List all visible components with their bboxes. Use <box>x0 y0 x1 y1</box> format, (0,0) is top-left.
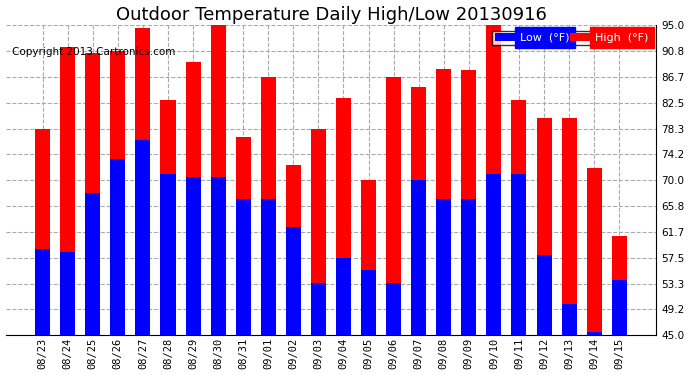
Bar <box>537 255 551 375</box>
Bar <box>486 25 502 375</box>
Bar <box>361 270 376 375</box>
Bar <box>186 177 201 375</box>
Bar <box>336 258 351 375</box>
Bar <box>436 199 451 375</box>
Bar <box>110 51 126 375</box>
Bar <box>411 87 426 375</box>
Bar <box>35 249 50 375</box>
Bar <box>210 177 226 375</box>
Bar <box>286 165 301 375</box>
Bar <box>436 69 451 375</box>
Legend: Low  (°F), High  (°F): Low (°F), High (°F) <box>493 31 651 45</box>
Bar <box>286 227 301 375</box>
Bar <box>411 180 426 375</box>
Bar <box>586 168 602 375</box>
Bar <box>386 76 401 375</box>
Bar <box>562 304 577 375</box>
Bar <box>60 252 75 375</box>
Bar <box>135 28 150 375</box>
Bar <box>110 159 126 375</box>
Bar <box>462 70 476 375</box>
Bar <box>60 48 75 375</box>
Bar <box>161 174 175 375</box>
Bar <box>261 199 276 375</box>
Bar <box>486 174 502 375</box>
Bar <box>261 76 276 375</box>
Bar <box>386 283 401 375</box>
Bar <box>311 129 326 375</box>
Bar <box>336 98 351 375</box>
Bar <box>511 100 526 375</box>
Bar <box>311 283 326 375</box>
Bar <box>511 174 526 375</box>
Bar <box>586 332 602 375</box>
Bar <box>161 100 175 375</box>
Bar <box>361 180 376 375</box>
Bar <box>612 279 627 375</box>
Bar <box>186 62 201 375</box>
Bar <box>35 129 50 375</box>
Bar <box>236 137 250 375</box>
Bar <box>86 193 100 375</box>
Bar <box>462 199 476 375</box>
Text: Copyright 2013 Cartronics.com: Copyright 2013 Cartronics.com <box>12 47 175 57</box>
Bar <box>135 140 150 375</box>
Bar <box>537 118 551 375</box>
Bar <box>236 199 250 375</box>
Bar <box>562 118 577 375</box>
Bar <box>612 236 627 375</box>
Bar <box>210 25 226 375</box>
Title: Outdoor Temperature Daily High/Low 20130916: Outdoor Temperature Daily High/Low 20130… <box>115 6 546 24</box>
Bar <box>86 53 100 375</box>
